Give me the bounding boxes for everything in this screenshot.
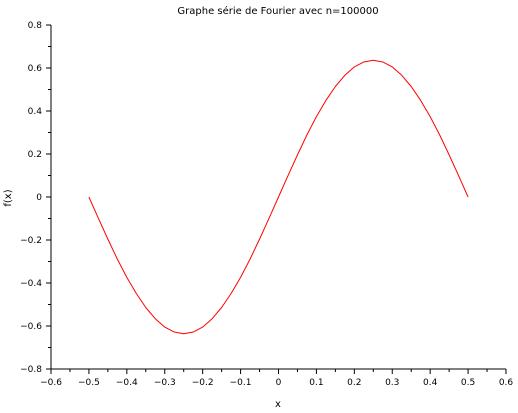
series-layer [88, 59, 469, 335]
x-tick-label: 0.4 [423, 378, 438, 388]
x-axis-label: x [275, 399, 281, 410]
x-tick-label: −0.4 [116, 378, 138, 388]
x-tick-label: 0.3 [385, 378, 399, 388]
x-tick-label: −0.6 [40, 378, 62, 388]
series-line [88, 59, 469, 335]
y-tick-label: −0.8 [20, 365, 42, 375]
y-axis-label: f(x) [3, 189, 14, 206]
y-tick-label: 0.2 [28, 150, 42, 160]
x-tick-label: 0 [276, 378, 282, 388]
x-tick-label: −0.2 [192, 378, 214, 388]
y-axis: −0.8 −0.6 −0.4 −0.2 0 0.2 0.4 0.6 0.8 [20, 21, 52, 375]
x-axis: −0.6 −0.5 −0.4 −0.3 −0.2 −0.1 0 0.1 0.2 0.3 0.4 0.5… [40, 368, 514, 388]
x-tick-label: 0.2 [347, 378, 361, 388]
x-tick-label: −0.5 [78, 378, 100, 388]
y-tick-label: −0.6 [20, 322, 42, 332]
y-tick-label: 0.4 [28, 107, 43, 117]
x-tick-label: 0.5 [461, 378, 475, 388]
chart-title: Graphe série de Fourier avec n=100000 [177, 5, 378, 17]
x-tick-label: −0.1 [230, 378, 252, 388]
y-tick-label: 0 [36, 193, 42, 203]
y-tick-label: −0.2 [20, 236, 42, 246]
x-tick-label: 0.6 [499, 378, 514, 388]
y-tick-label: 0.6 [28, 64, 43, 74]
y-tick-label: 0.8 [28, 21, 43, 31]
x-tick-label: −0.3 [154, 378, 176, 388]
y-tick-label: −0.4 [20, 279, 42, 289]
x-tick-label: 0.1 [309, 378, 323, 388]
